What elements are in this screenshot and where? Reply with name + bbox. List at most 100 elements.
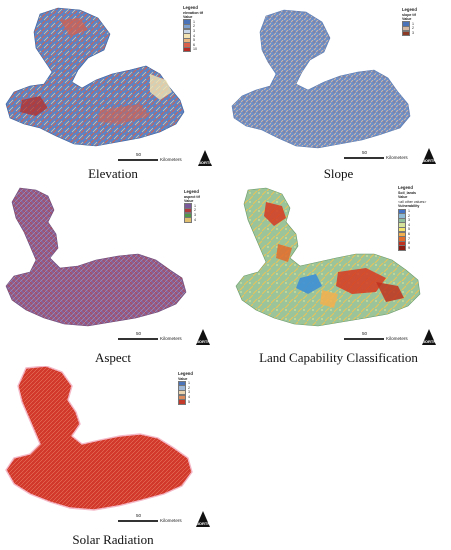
legend-item-label: 1 <box>188 381 190 386</box>
legend-item-label: 3 <box>188 390 190 395</box>
legend-item-label: 2 <box>408 213 410 218</box>
legend-layer-name: elevation tif <box>183 10 203 15</box>
legend-field: Value <box>184 199 194 204</box>
legend-item-label: 4 <box>194 217 196 222</box>
north-arrow: NORTH <box>196 329 210 345</box>
legend-layer-name: slope tif <box>402 12 416 17</box>
scale-unit: Kilometers <box>386 336 408 341</box>
legend-title: Legend <box>184 189 199 194</box>
north-arrow: NORTH <box>422 148 436 164</box>
scale-bar: 50 Kilometers <box>118 152 194 166</box>
legend-title: Legend <box>398 185 413 190</box>
aspect-caption: Aspect <box>94 350 132 365</box>
legend-item-label: 8 <box>408 241 410 246</box>
elevation-map <box>5 7 185 147</box>
solar-radiation-caption: Solar Radiation <box>72 532 154 547</box>
north-arrow: NORTH <box>198 150 212 166</box>
legend-item-label: 5 <box>408 227 410 232</box>
land-capability-map <box>235 187 421 327</box>
scale-value: 50 <box>136 513 142 518</box>
legend-swatch <box>183 46 191 53</box>
legend-layer-name: Soil_lands <box>398 190 416 195</box>
legend-item-label: 5 <box>188 399 190 404</box>
north-label: NORTH <box>422 339 437 344</box>
legend-swatch <box>178 399 186 405</box>
land-capability-panel: Legend Soil_lands Value <all other value… <box>226 182 451 366</box>
legend-item-label: 1 <box>193 19 195 24</box>
legend-title: Legend <box>402 7 417 12</box>
north-arrow: NORTH <box>422 329 436 345</box>
scale-unit: Kilometers <box>160 518 182 523</box>
legend-item: 9 <box>398 245 438 251</box>
land-capability-caption: Land Capability Classification <box>259 350 418 365</box>
legend-layer-name: aspect tif <box>184 194 200 199</box>
scale-unit: Kilometers <box>386 155 408 160</box>
legend-items: 1 2 3 4 5 6 10 <box>183 19 217 53</box>
scale-bar-graphic <box>118 338 158 340</box>
north-arrow-icon <box>198 150 212 166</box>
north-arrow-icon <box>422 148 436 164</box>
scale-bar-graphic <box>118 520 158 522</box>
scale-value: 50 <box>362 150 368 155</box>
legend-field: Value <box>402 17 412 22</box>
legend-item-label: 10 <box>193 47 197 52</box>
elevation-caption: Elevation <box>88 166 138 181</box>
elevation-panel: Legend elevation tif Value 1 2 3 4 5 6 10 50 K… <box>0 0 226 182</box>
legend-swatch <box>184 217 192 223</box>
legend-item-label: 3 <box>412 30 414 35</box>
legend-field: Value <box>183 15 193 20</box>
legend-item-label: 4 <box>193 33 195 38</box>
legend-item-label: 7 <box>408 236 410 241</box>
scale-value: 50 <box>136 331 142 336</box>
legend-field-2: Vulnerability <box>398 204 420 209</box>
legend-item-label: 9 <box>408 245 410 250</box>
solar-radiation-map <box>5 366 193 511</box>
legend-field: Value <box>398 195 408 200</box>
legend-item-label: 3 <box>408 218 410 223</box>
north-label: NORTH <box>196 339 211 344</box>
legend-item: 10 <box>183 46 217 53</box>
north-label: NORTH <box>198 160 213 165</box>
scale-bar: 50 Kilometers <box>344 150 420 164</box>
legend-item-label: 6 <box>193 42 195 47</box>
legend-item-label: 6 <box>408 231 410 236</box>
legend-item-label: 1 <box>408 208 410 213</box>
scale-value: 50 <box>136 152 142 157</box>
legend-item-label: 1 <box>194 203 196 208</box>
legend-swatch <box>402 30 410 36</box>
scale-value: 50 <box>362 331 368 336</box>
aspect-map <box>5 187 187 327</box>
north-arrow-icon <box>422 329 436 345</box>
scale-unit: Kilometers <box>160 157 182 162</box>
scale-bar-graphic <box>344 338 384 340</box>
north-label: NORTH <box>196 521 211 526</box>
legend-title: Legend <box>183 5 198 10</box>
legend-item-label: 2 <box>193 24 195 29</box>
scale-bar-graphic <box>118 159 158 161</box>
scale-bar: 50 Kilometers <box>344 331 420 345</box>
land-capability-legend: Legend Soil_lands Value <all other value… <box>398 185 438 251</box>
legend-field: Value <box>178 376 188 381</box>
scale-bar-graphic <box>344 157 384 159</box>
scale-bar: 50 Kilometers <box>118 513 194 527</box>
slope-caption: Slope <box>323 166 354 181</box>
legend-item: 4 <box>184 217 216 223</box>
slope-map <box>231 9 411 149</box>
legend-swatch <box>398 245 406 251</box>
legend-item-label: 4 <box>408 222 410 227</box>
legend-item-label: 1 <box>412 21 414 26</box>
north-label: NORTH <box>422 158 437 163</box>
legend-item-label: 3 <box>193 28 195 33</box>
legend-item-label: 2 <box>188 385 190 390</box>
scale-unit: Kilometers <box>160 336 182 341</box>
legend-item-label: 2 <box>412 26 414 31</box>
